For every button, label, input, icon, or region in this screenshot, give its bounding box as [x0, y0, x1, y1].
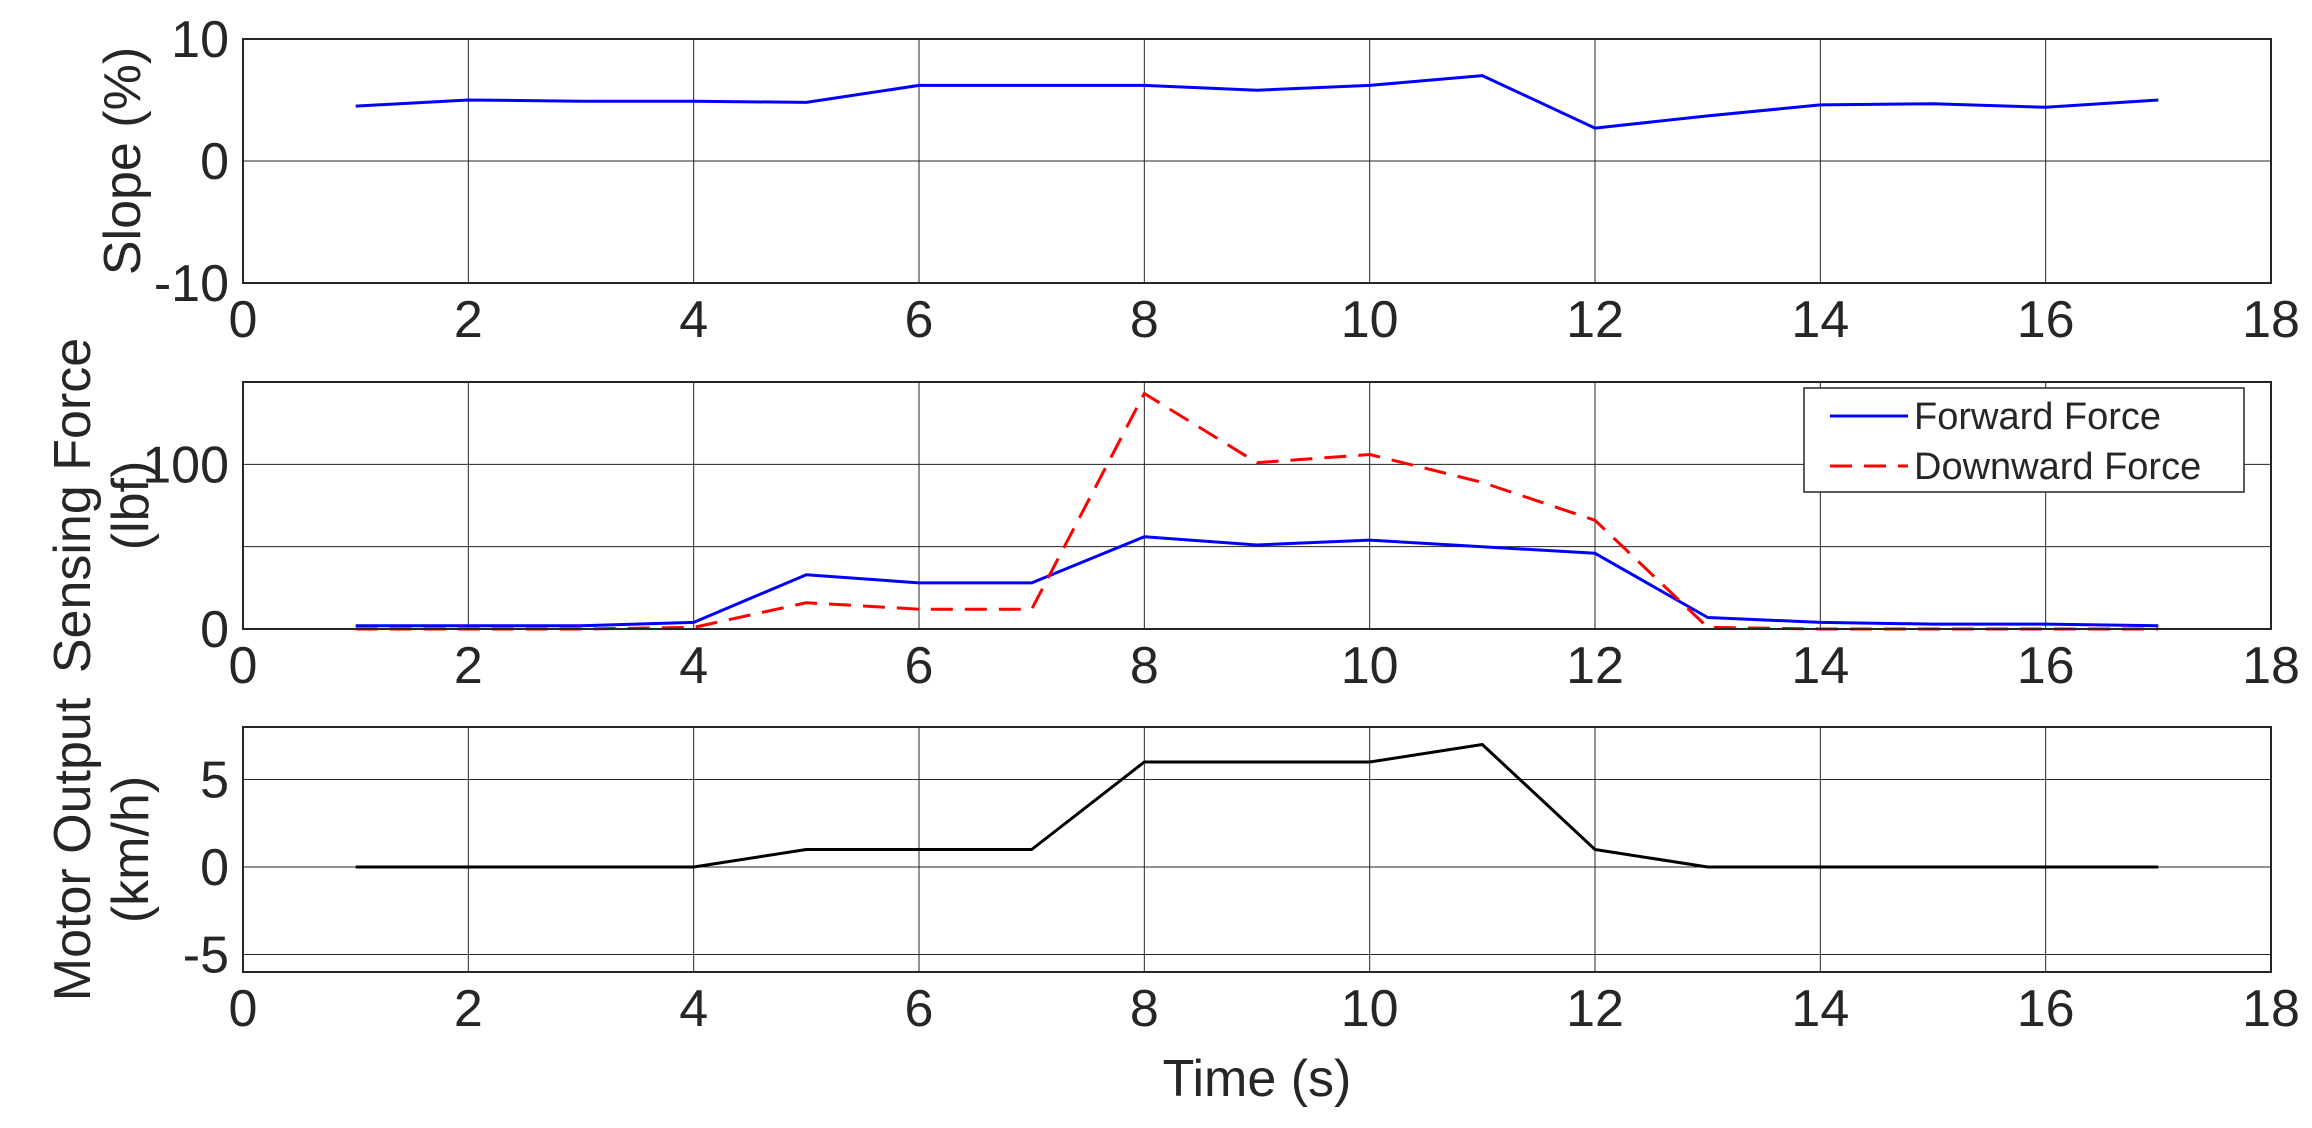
x-tick-label: 8: [1130, 637, 1159, 695]
x-tick-label: 14: [1791, 980, 1849, 1038]
legend-box: [1803, 387, 2245, 493]
x-tick-label: 8: [1130, 291, 1159, 349]
y-axis-label: Motor Output(km/h): [44, 697, 160, 1001]
axes-box: [242, 726, 2272, 973]
x-tick-label: 18: [2242, 980, 2300, 1038]
x-tick-label: 0: [229, 291, 258, 349]
y-axis-label-line: (km/h): [102, 776, 160, 923]
y-tick-label: 10: [171, 11, 229, 69]
legend-label: Forward Force: [1914, 396, 2161, 438]
series-line-1: [355, 743, 2159, 869]
y-tick-label: -10: [154, 255, 229, 313]
legend-label: Downward Force: [1914, 446, 2201, 488]
x-tick-label: 6: [905, 637, 934, 695]
y-axis-label-line: Slope (%): [94, 47, 152, 275]
plot-area: [243, 727, 2271, 972]
y-tick-label: 0: [200, 839, 229, 897]
x-tick-label: 4: [679, 291, 708, 349]
x-tick-label: 16: [2017, 980, 2075, 1038]
x-tick-label: 0: [229, 980, 258, 1038]
x-tick-label: 6: [905, 291, 934, 349]
y-axis-label-line: Motor Output: [44, 697, 102, 1001]
x-tick-label: 0: [229, 637, 258, 695]
x-tick-label: 14: [1791, 291, 1849, 349]
x-tick-label: 16: [2017, 637, 2075, 695]
x-tick-label: 12: [1566, 291, 1624, 349]
x-tick-label: 12: [1566, 980, 1624, 1038]
y-tick-label: 0: [200, 601, 229, 659]
x-tick-label: 16: [2017, 291, 2075, 349]
x-tick-label: 10: [1341, 291, 1399, 349]
y-tick-label: 100: [142, 436, 229, 494]
y-tick-label: 0: [200, 133, 229, 191]
series-line-1: [355, 535, 2159, 628]
x-tick-label: 18: [2242, 291, 2300, 349]
x-tick-label: 6: [905, 980, 934, 1038]
y-axis-label: Sensing Force(lbf): [44, 338, 160, 673]
y-tick-label: -5: [183, 927, 229, 985]
axes-box: [242, 381, 2272, 630]
x-tick-label: 4: [679, 637, 708, 695]
axes-box: [242, 38, 2272, 284]
x-tick-label: 2: [454, 291, 483, 349]
y-axis-label-line: (lbf): [102, 461, 160, 551]
x-axis-label: Time (s): [1163, 1050, 1352, 1108]
x-tick-label: 10: [1341, 637, 1399, 695]
x-tick-label: 18: [2242, 637, 2300, 695]
series-line-1: [355, 74, 2159, 130]
y-axis-label: Slope (%): [94, 47, 152, 275]
x-tick-label: 12: [1566, 637, 1624, 695]
x-tick-label: 2: [454, 980, 483, 1038]
x-tick-label: 14: [1791, 637, 1849, 695]
x-tick-label: 8: [1130, 980, 1159, 1038]
x-tick-label: 2: [454, 637, 483, 695]
x-tick-label: 4: [679, 980, 708, 1038]
y-tick-label: 5: [200, 752, 229, 810]
x-tick-label: 10: [1341, 980, 1399, 1038]
y-axis-label-line: Sensing Force: [44, 338, 102, 673]
legend: Forward Force Downward Force: [1803, 387, 2245, 493]
